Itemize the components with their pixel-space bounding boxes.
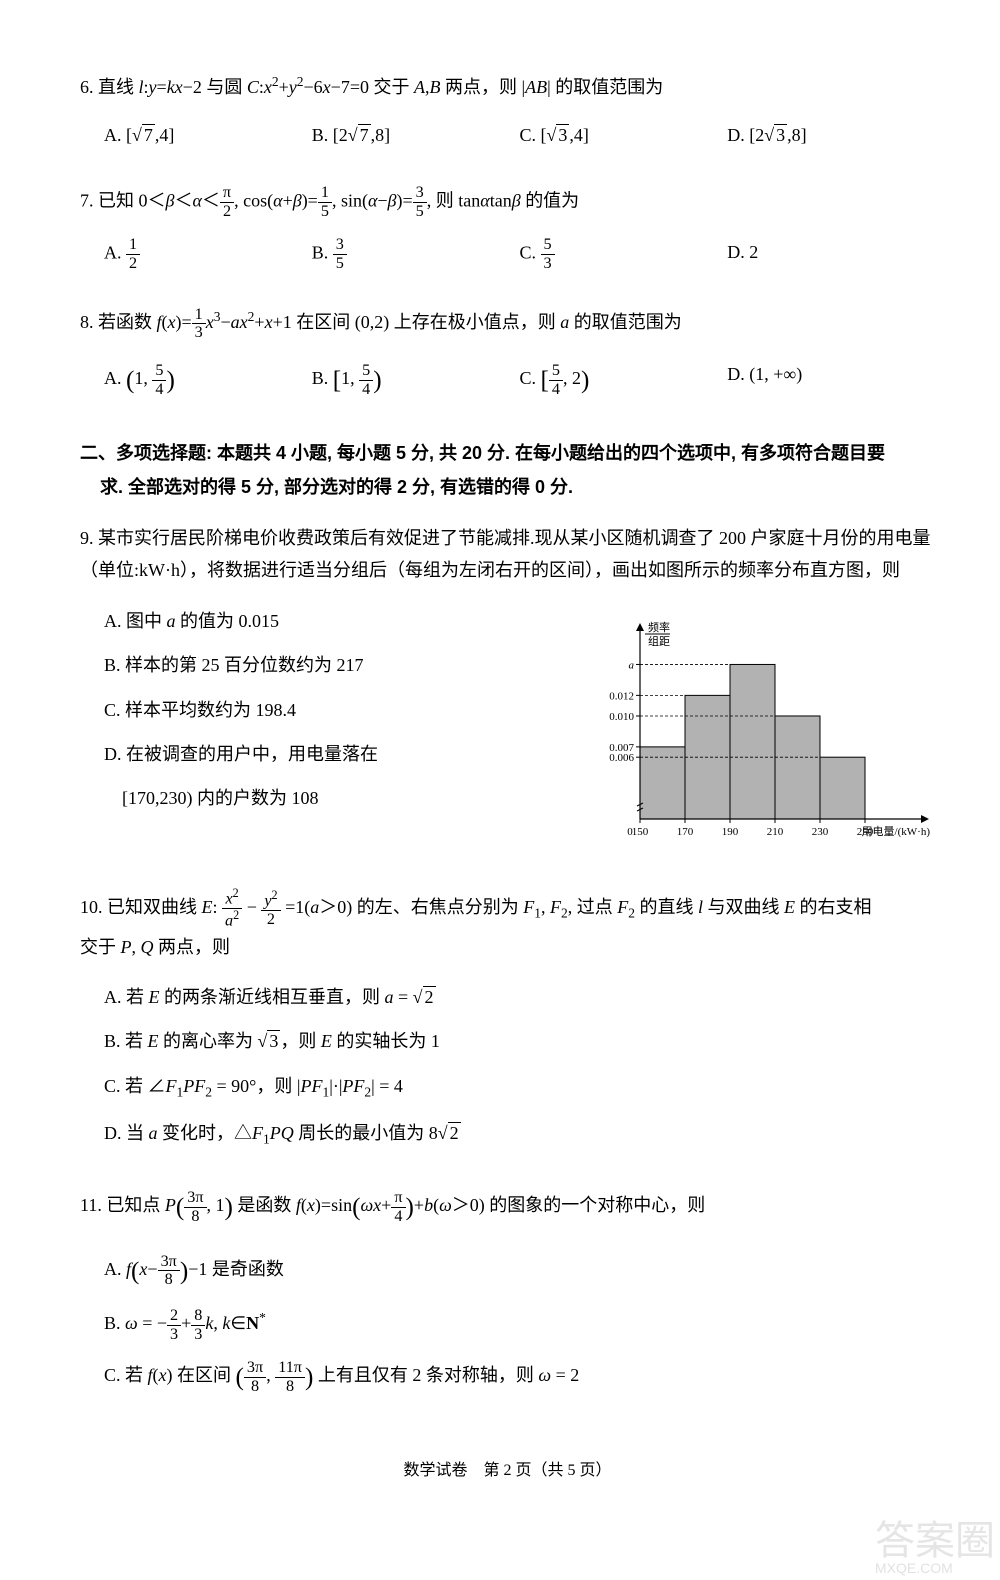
q7-opt-c: C. 53 bbox=[520, 232, 728, 277]
q11-options: A. f(x−3π8)−1 是奇函数 B. ω = −23+83k, k∈N* … bbox=[80, 1243, 935, 1407]
histogram-svg: 频率组距 0.0060.007 0.010 0.012 a 150 170 190 210 230… bbox=[585, 619, 935, 849]
svg-text:210: 210 bbox=[767, 826, 784, 838]
q8-num: 8. bbox=[80, 312, 94, 332]
q8-opt-c: C. [54, 2) bbox=[520, 354, 728, 407]
question-9: 9. 某市实行居民阶梯电价收费政策后有效促进了节能减排.现从某小区随机调查了 2… bbox=[80, 522, 935, 859]
question-7: 7. 已知 0＜β＜α＜π2, cos(α+β)=15, sin(α−β)=35… bbox=[80, 184, 935, 277]
watermark-small: MXQE.COM bbox=[875, 1561, 995, 1575]
q11-num: 11. bbox=[80, 1196, 102, 1216]
question-11: 11. 已知点 P(3π8, 1) 是函数 f(x)=sin(ωx+π4)+b(… bbox=[80, 1185, 935, 1406]
svg-text:190: 190 bbox=[722, 826, 739, 838]
q11-opt-b: B. ω = −23+83k, k∈N* bbox=[104, 1300, 935, 1349]
q10-opt-d: D. 当 a 变化时，△F1PQ 周长的最小值为 8√2 bbox=[104, 1111, 935, 1158]
q6-opt-a: A. [√7,4] bbox=[104, 115, 312, 155]
q8-options: A. (1, 54) B. [1, 54) C. [54, 2) D. (1, … bbox=[80, 354, 935, 407]
q9-body: 某市实行居民阶梯电价收费政策后有效促进了节能减排.现从某小区随机调查了 200 … bbox=[80, 528, 931, 580]
q6-num: 6. bbox=[80, 77, 94, 97]
q11-text: 11. 已知点 P(3π8, 1) 是函数 f(x)=sin(ωx+π4)+b(… bbox=[80, 1185, 935, 1230]
svg-text:用电量/(kW·h): 用电量/(kW·h) bbox=[862, 825, 931, 838]
page-footer: 数学试卷 第 2 页（共 5 页） bbox=[80, 1457, 935, 1486]
svg-text:230: 230 bbox=[812, 826, 829, 838]
svg-text:0.006: 0.006 bbox=[609, 752, 634, 764]
q10-num: 10. bbox=[80, 897, 103, 917]
q9-num: 9. bbox=[80, 528, 94, 548]
q7-opt-d: D. 2 bbox=[727, 232, 935, 277]
q11-opt-a: A. f(x−3π8)−1 是奇函数 bbox=[104, 1243, 935, 1300]
q10-opt-c: C. 若 ∠F1PF2 = 90°，则 |PF1|·|PF2| = 4 bbox=[104, 1064, 935, 1111]
q11-opt-c: C. 若 f(x) 在区间 (3π8, 11π8) 上有且仅有 2 条对称轴，则… bbox=[104, 1349, 935, 1406]
svg-text:0.012: 0.012 bbox=[609, 690, 634, 702]
q9-text: 9. 某市实行居民阶梯电价收费政策后有效促进了节能减排.现从某小区随机调查了 2… bbox=[80, 522, 935, 587]
question-6: 6. 直线 l:y=kx−2 与圆 C:x2+y2−6x−7=0 交于 A,B … bbox=[80, 70, 935, 156]
q7-options: A. 12 B. 35 C. 53 D. 2 bbox=[80, 232, 935, 277]
watermark-big: 答案圈 bbox=[875, 1519, 995, 1563]
q8-opt-b: B. [1, 54) bbox=[312, 354, 520, 407]
q6-opt-d: D. [2√3,8] bbox=[727, 115, 935, 155]
svg-text:a: a bbox=[629, 659, 635, 671]
q9-opt-a: A. 图中 a 的值为 0.015 bbox=[104, 599, 575, 643]
q9-histogram: 频率组距 0.0060.007 0.010 0.012 a 150 170 190 210 230… bbox=[585, 599, 935, 859]
watermark: 答案圈 MXQE.COM bbox=[875, 1521, 995, 1575]
svg-text:0.007: 0.007 bbox=[609, 742, 634, 754]
q8-text: 8. 若函数 f(x)=13x3−ax2+x+1 在区间 (0,2) 上存在极小… bbox=[80, 305, 935, 342]
q6-opt-b: B. [2√7,8] bbox=[312, 115, 520, 155]
q8-opt-a: A. (1, 54) bbox=[104, 354, 312, 407]
svg-text:频率: 频率 bbox=[648, 620, 670, 634]
q8-opt-d: D. (1, +∞) bbox=[727, 354, 935, 407]
svg-text:150: 150 bbox=[632, 826, 649, 838]
q6-text: 6. 直线 l:y=kx−2 与圆 C:x2+y2−6x−7=0 交于 A,B … bbox=[80, 70, 935, 103]
q9-opt-d-cont: [170,230) 内的户数为 108 bbox=[104, 776, 575, 820]
svg-text:0.010: 0.010 bbox=[609, 711, 634, 723]
svg-text:组距: 组距 bbox=[648, 634, 670, 648]
q10-options: A. 若 E 的两条渐近线相互垂直，则 a = √2 B. 若 E 的离心率为 … bbox=[80, 975, 935, 1158]
q9-opt-c: C. 样本平均数约为 198.4 bbox=[104, 688, 575, 732]
q9-options: A. 图中 a 的值为 0.015 B. 样本的第 25 百分位数约为 217 … bbox=[80, 599, 575, 859]
q7-text: 7. 已知 0＜β＜α＜π2, cos(α+β)=15, sin(α−β)=35… bbox=[80, 184, 935, 221]
svg-text:170: 170 bbox=[677, 826, 694, 838]
q10-opt-b: B. 若 E 的离心率为 √3，则 E 的实轴长为 1 bbox=[104, 1019, 935, 1063]
question-8: 8. 若函数 f(x)=13x3−ax2+x+1 在区间 (0,2) 上存在极小… bbox=[80, 305, 935, 408]
q10-text: 10. 已知双曲线 E: x2a2 − y22 =1(a＞0) 的左、右焦点分别… bbox=[80, 887, 935, 963]
q9-opt-b: B. 样本的第 25 百分位数约为 217 bbox=[104, 643, 575, 687]
q7-opt-a: A. 12 bbox=[104, 232, 312, 277]
section-2-heading: 二、多项选择题: 本题共 4 小题, 每小题 5 分, 共 20 分. 在每小题… bbox=[80, 436, 935, 504]
q7-opt-b: B. 35 bbox=[312, 232, 520, 277]
q6-opt-c: C. [√3,4] bbox=[520, 115, 728, 155]
question-10: 10. 已知双曲线 E: x2a2 − y22 =1(a＞0) 的左、右焦点分别… bbox=[80, 887, 935, 1157]
q10-opt-a: A. 若 E 的两条渐近线相互垂直，则 a = √2 bbox=[104, 975, 935, 1019]
q6-options: A. [√7,4] B. [2√7,8] C. [√3,4] D. [2√3,8… bbox=[80, 115, 935, 155]
q9-opt-d: D. 在被调查的用户中，用电量落在 bbox=[104, 732, 575, 776]
svg-text:0: 0 bbox=[627, 826, 633, 838]
q7-num: 7. bbox=[80, 190, 94, 210]
